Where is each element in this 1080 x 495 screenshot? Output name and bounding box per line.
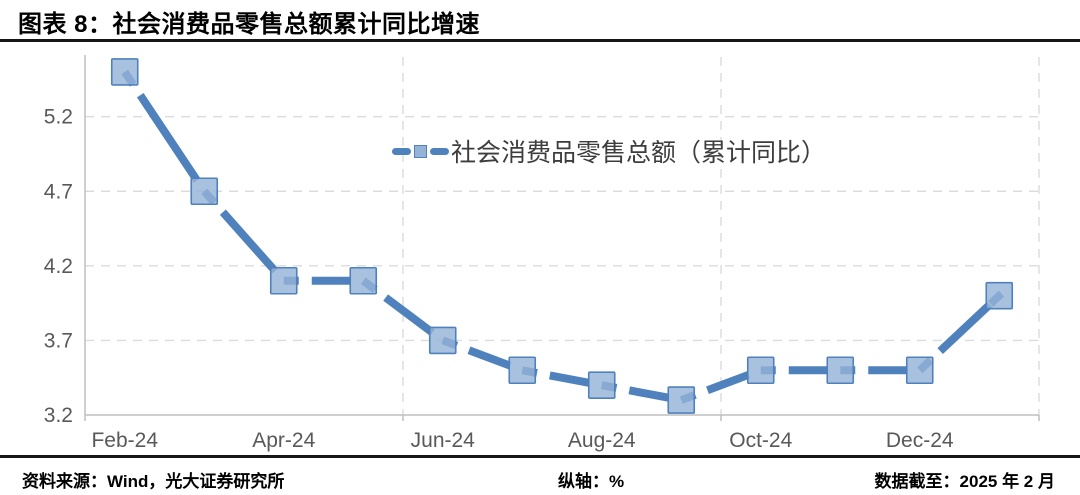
legend-series-label: 社会消费品零售总额（累计同比）: [451, 139, 827, 167]
x-axis-tick-label: Jun-24: [411, 429, 476, 452]
data-point-marker: [746, 356, 775, 385]
x-axis-tick-label: Aug-24: [568, 429, 636, 452]
data-point-marker: [349, 266, 378, 295]
figure-footer: 资料来源：Wind，光大证券研究所 纵轴：% 数据截至：2025 年 2 月: [0, 464, 1080, 491]
line-chart-canvas: 3.2 3.7 4.2 4.7 5.2 Feb-24 Apr-24 Jun-24 Aug-24 O…: [44, 55, 1040, 452]
legend-line-marker-icon: [392, 144, 449, 158]
y-axis-tick-label: 5.2: [44, 106, 73, 129]
data-source-note: 资料来源：Wind，光大证券研究所: [22, 472, 285, 491]
data-point-marker: [587, 371, 616, 399]
y-axis-tick-label: 4.2: [44, 255, 73, 278]
footer-divider: [0, 455, 1080, 458]
series-line-segment: [121, 69, 208, 194]
x-axis-tick-label: Dec-24: [886, 429, 954, 452]
data-point-marker: [508, 356, 537, 385]
x-axis-tick-label: Apr-24: [252, 429, 315, 452]
data-point-marker: [428, 326, 457, 355]
data-point-marker: [190, 177, 219, 206]
data-point-marker: [826, 356, 855, 385]
data-point-marker: [667, 386, 696, 414]
series-line-segment: [201, 188, 287, 284]
data-cutoff-note: 数据截至：2025 年 2 月: [874, 472, 1055, 491]
x-axis-tick-label: Feb-24: [91, 429, 158, 452]
vertical-axis-unit-note: 纵轴：%: [558, 472, 625, 491]
chart-legend: 社会消费品零售总额（累计同比）: [392, 135, 826, 167]
y-axis-tick-label: 3.7: [44, 329, 73, 352]
data-point-marker: [110, 58, 139, 86]
data-point-marker: [269, 266, 298, 295]
title-divider: [0, 39, 1080, 42]
x-axis-tick-label: Oct-24: [729, 429, 792, 452]
figure-title: 图表 8：社会消费品零售总额累计同比增速: [18, 11, 481, 38]
data-point-marker: [905, 356, 934, 385]
y-axis-tick-label: 4.7: [44, 180, 73, 203]
y-axis-tick-label: 3.2: [44, 404, 73, 427]
data-point-marker: [985, 281, 1014, 310]
